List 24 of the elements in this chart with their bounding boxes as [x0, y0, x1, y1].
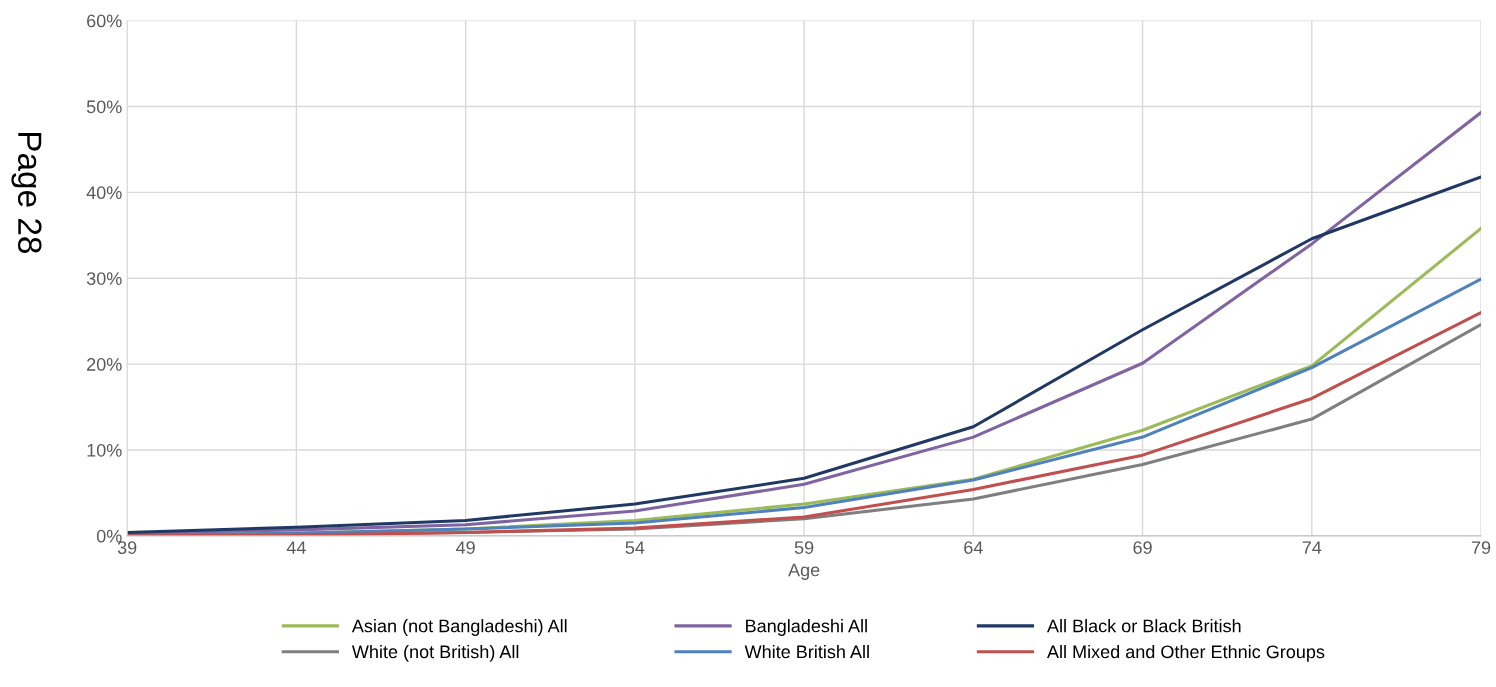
y-tick-label: 60% [87, 14, 122, 28]
x-tick-label: 49 [456, 541, 475, 554]
x-tick-label: 64 [964, 541, 983, 554]
x-tick-label: 44 [286, 541, 306, 554]
y-tick-label: 50% [86, 100, 122, 114]
y-tick-label: 10% [87, 443, 122, 457]
text: Page 28 [11, 133, 42, 254]
x-axis-title: Age [788, 563, 820, 580]
y-tick-label: 40% [86, 186, 122, 200]
y-tick-label: 0% [96, 529, 122, 543]
legend-label: All Black or Black British [1047, 619, 1241, 633]
x-tick-label: 54 [625, 541, 645, 554]
y-tick-label: 30% [86, 272, 122, 285]
legend-label: White British All [744, 644, 869, 659]
x-tick-label: 59 [794, 541, 814, 554]
legend-label: Bangladeshi All [746, 619, 867, 636]
legend-label: All Mixed and Other Ethnic Groups [1047, 644, 1325, 662]
legend-label: Asian (not Bangladeshi) All [351, 619, 567, 636]
y-tick-label: 20% [87, 358, 122, 371]
x-tick-label: 69 [1133, 541, 1152, 554]
x-tick-label: 74 [1302, 541, 1322, 554]
x-tick-label: 79 [1471, 541, 1491, 554]
x-tick-label: 39 [117, 541, 137, 554]
legend-label: White (not British) All [351, 644, 519, 662]
